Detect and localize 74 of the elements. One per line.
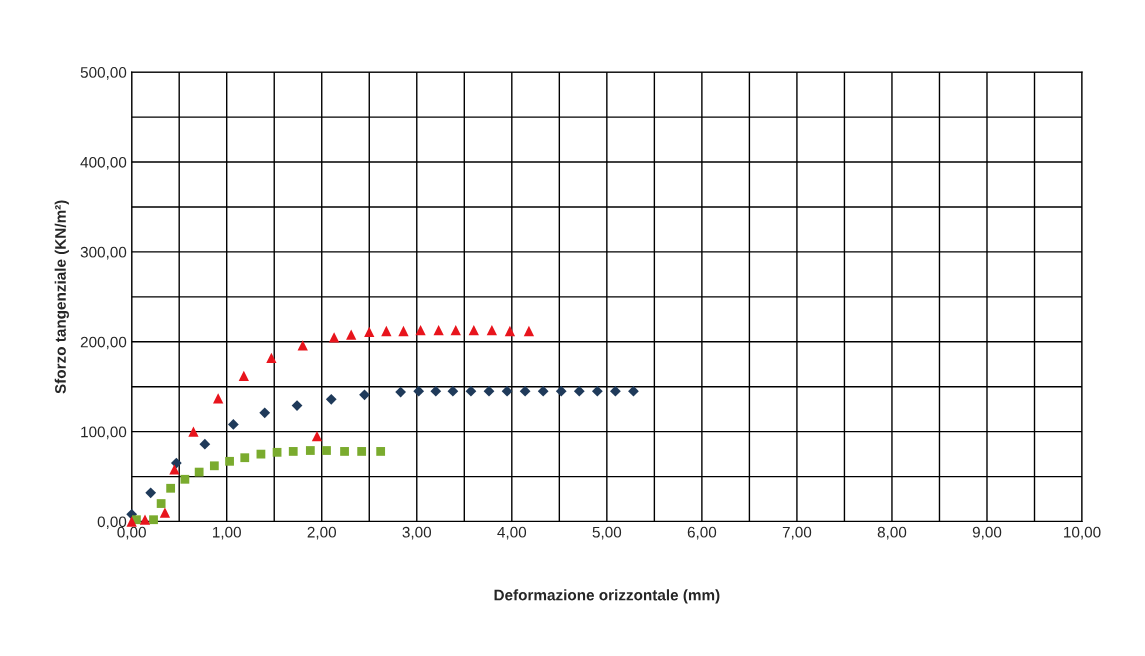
point xyxy=(523,325,535,337)
point xyxy=(504,325,516,337)
point xyxy=(227,419,239,430)
point xyxy=(149,515,158,525)
y-tick-label: 500,00 xyxy=(80,67,127,80)
x-tick-label: 8,00 xyxy=(877,526,907,540)
point xyxy=(159,507,171,518)
point xyxy=(297,340,308,351)
point xyxy=(610,385,621,397)
point xyxy=(486,324,498,336)
point xyxy=(194,467,204,477)
x-tick-label: 1,00 xyxy=(213,526,241,540)
point xyxy=(166,483,176,493)
point xyxy=(450,324,461,336)
point xyxy=(145,487,157,499)
point xyxy=(465,385,477,397)
x-tick-label: 5,00 xyxy=(592,526,622,540)
point xyxy=(483,385,495,397)
x-axis-title: Deformazione orizzontale (mm) xyxy=(494,589,720,604)
point xyxy=(433,324,444,336)
point xyxy=(238,370,249,382)
point xyxy=(180,474,190,484)
point xyxy=(555,385,567,397)
point xyxy=(447,385,459,397)
point xyxy=(240,453,250,463)
point xyxy=(357,447,367,456)
point xyxy=(376,447,386,456)
point xyxy=(628,385,639,397)
x-tick-label: 3,00 xyxy=(402,526,432,540)
point xyxy=(537,385,549,397)
point xyxy=(468,324,479,336)
point xyxy=(213,393,224,404)
point xyxy=(381,325,392,337)
point xyxy=(272,447,282,457)
point xyxy=(364,326,375,338)
point xyxy=(413,385,425,397)
x-tick-label: 10,00 xyxy=(1064,526,1101,540)
point xyxy=(519,385,531,397)
point xyxy=(209,461,219,471)
point xyxy=(305,446,315,455)
point xyxy=(573,385,585,397)
point xyxy=(346,329,357,340)
point xyxy=(395,386,406,398)
y-tick-label: 400,00 xyxy=(80,156,127,170)
y-tick-label: 300,00 xyxy=(80,246,127,260)
y-axis-title: Sforzo tangenziale (KN/m²) xyxy=(54,200,69,394)
point xyxy=(325,393,337,405)
x-tick-label: 7,00 xyxy=(782,526,812,540)
point xyxy=(430,385,442,397)
point xyxy=(501,385,513,397)
point xyxy=(415,324,426,336)
point xyxy=(225,456,234,466)
point xyxy=(340,447,349,456)
point xyxy=(359,389,370,401)
point xyxy=(288,447,298,456)
y-tick-label: 200,00 xyxy=(80,336,127,350)
point xyxy=(311,430,323,442)
point xyxy=(322,446,331,455)
point xyxy=(328,332,340,343)
x-tick-label: 9,00 xyxy=(972,526,1002,540)
x-tick-label: 4,00 xyxy=(497,526,527,540)
point xyxy=(259,407,271,419)
point xyxy=(591,385,603,397)
point xyxy=(169,464,180,475)
point xyxy=(139,514,151,525)
point xyxy=(156,499,166,508)
point xyxy=(256,449,266,459)
point xyxy=(199,438,211,450)
y-tick-label: 100,00 xyxy=(81,426,127,440)
x-tick-label: 2,00 xyxy=(307,526,337,540)
point xyxy=(266,352,277,364)
point xyxy=(188,426,199,437)
x-tick-label: 6,00 xyxy=(687,526,717,540)
point xyxy=(398,325,409,337)
